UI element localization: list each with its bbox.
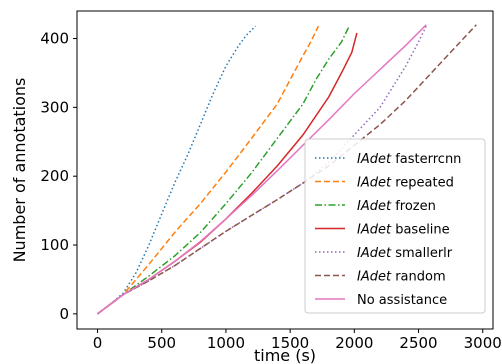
y-tick-label-2: 200	[40, 167, 69, 185]
x-tick-label-6: 3000	[464, 334, 502, 352]
legend-label-4: IAdet smallerlr	[357, 246, 453, 261]
series-line-4	[97, 25, 427, 315]
series-line-6	[97, 24, 427, 315]
y-axis: 0 100 200 300 400	[40, 30, 77, 323]
legend-label-6: No assistance	[357, 293, 447, 308]
legend-label-2: IAdet frozen	[357, 199, 436, 214]
x-tick-label-1: 500	[147, 334, 176, 352]
x-tick-label-3: 1500	[271, 334, 309, 352]
series-line-2	[97, 25, 350, 315]
y-tick-label-3: 300	[40, 98, 69, 116]
series-line-1	[97, 25, 320, 315]
legend-label-0: IAdet fasterrcnn	[357, 152, 461, 167]
y-axis-label: Number of annotations	[10, 78, 29, 263]
x-tick-label-2: 1000	[207, 334, 245, 352]
legend-label-3: IAdet baseline	[357, 223, 450, 238]
legend-label-1: IAdet repeated	[357, 176, 454, 191]
legend-label-5: IAdet random	[357, 270, 446, 285]
x-axis-label: time (s)	[254, 346, 316, 364]
y-tick-label-4: 400	[40, 30, 69, 48]
x-tick-label-0: 0	[93, 334, 103, 352]
x-axis: 0 500 1000 1500 2000 2500 3000	[93, 329, 502, 352]
plot-frame	[76, 10, 494, 330]
series-line-0	[97, 25, 257, 315]
y-tick-label-1: 100	[40, 236, 69, 254]
x-tick-label-4: 2000	[335, 334, 373, 352]
plot-lines	[97, 24, 477, 315]
y-tick-label-0: 0	[59, 305, 69, 323]
legend-box	[304, 138, 486, 314]
legend: IAdet fasterrcnn IAdet repeated IAdet froz…	[304, 138, 486, 314]
x-tick-label-5: 2500	[399, 334, 437, 352]
series-line-5	[97, 24, 477, 315]
